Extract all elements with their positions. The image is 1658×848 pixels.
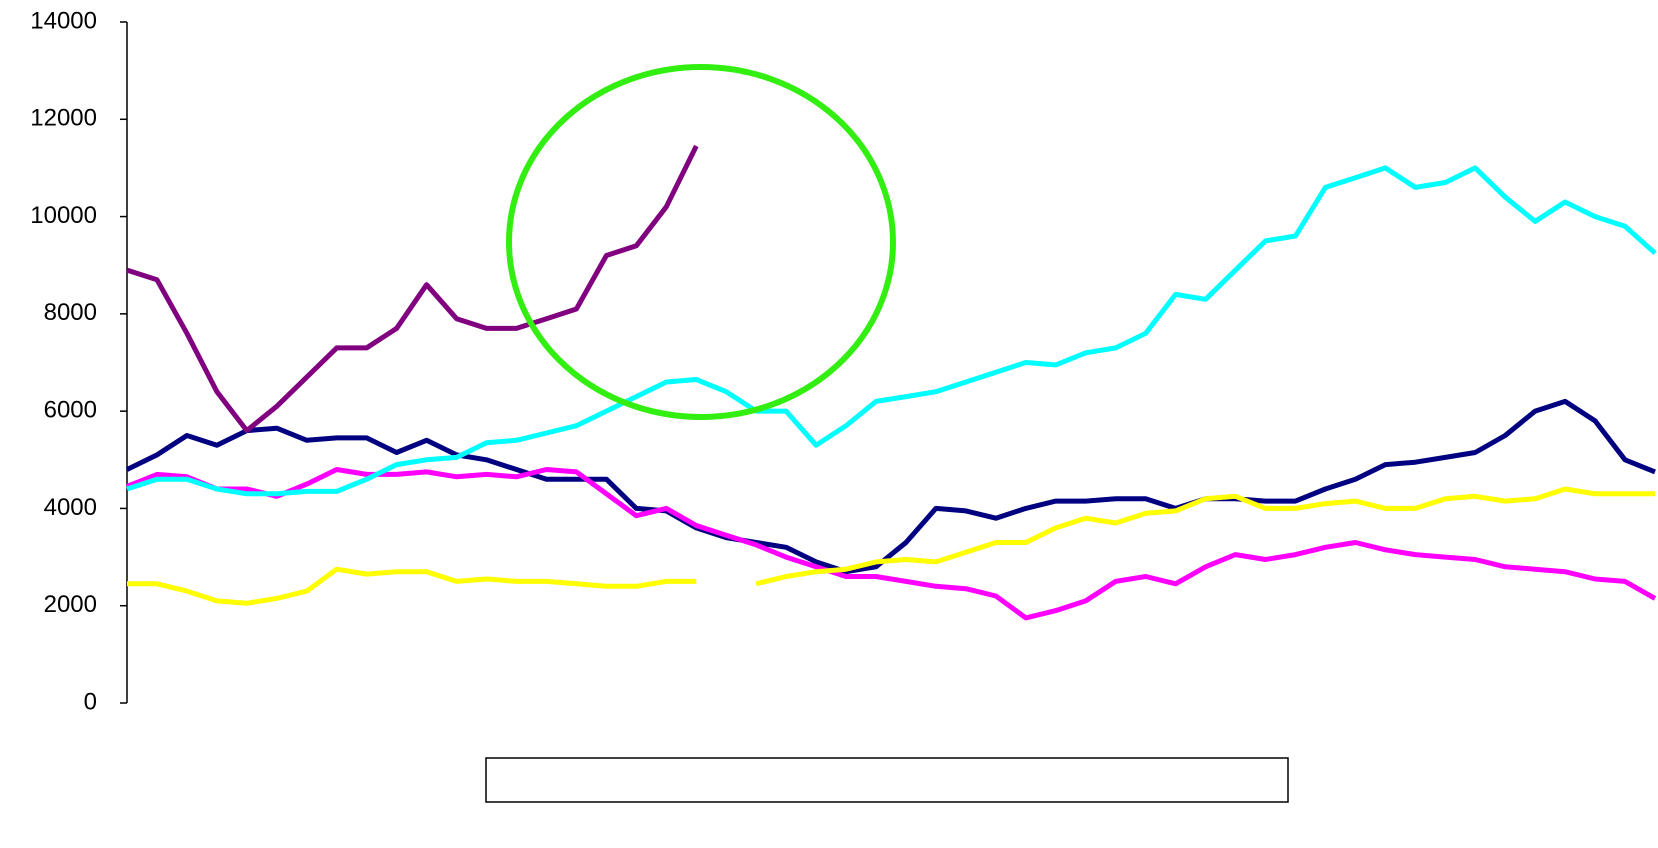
legend-box [485, 757, 1289, 803]
line-series [125, 398, 1656, 575]
highlight-circle [506, 64, 896, 420]
y-tick-label: 2000 [44, 591, 97, 618]
y-tick-label: 10000 [30, 202, 97, 229]
y-tick-label: 12000 [30, 105, 97, 132]
line-series [127, 486, 1655, 606]
y-tick-label: 6000 [44, 396, 97, 423]
y-tick-label: 14000 [30, 7, 97, 34]
line-series [126, 144, 699, 434]
y-tick-label: 8000 [44, 299, 97, 326]
line-series [126, 467, 1657, 621]
y-tick-label: 4000 [44, 494, 97, 521]
y-tick-label: 0 [84, 688, 97, 715]
line-series [126, 165, 1657, 497]
